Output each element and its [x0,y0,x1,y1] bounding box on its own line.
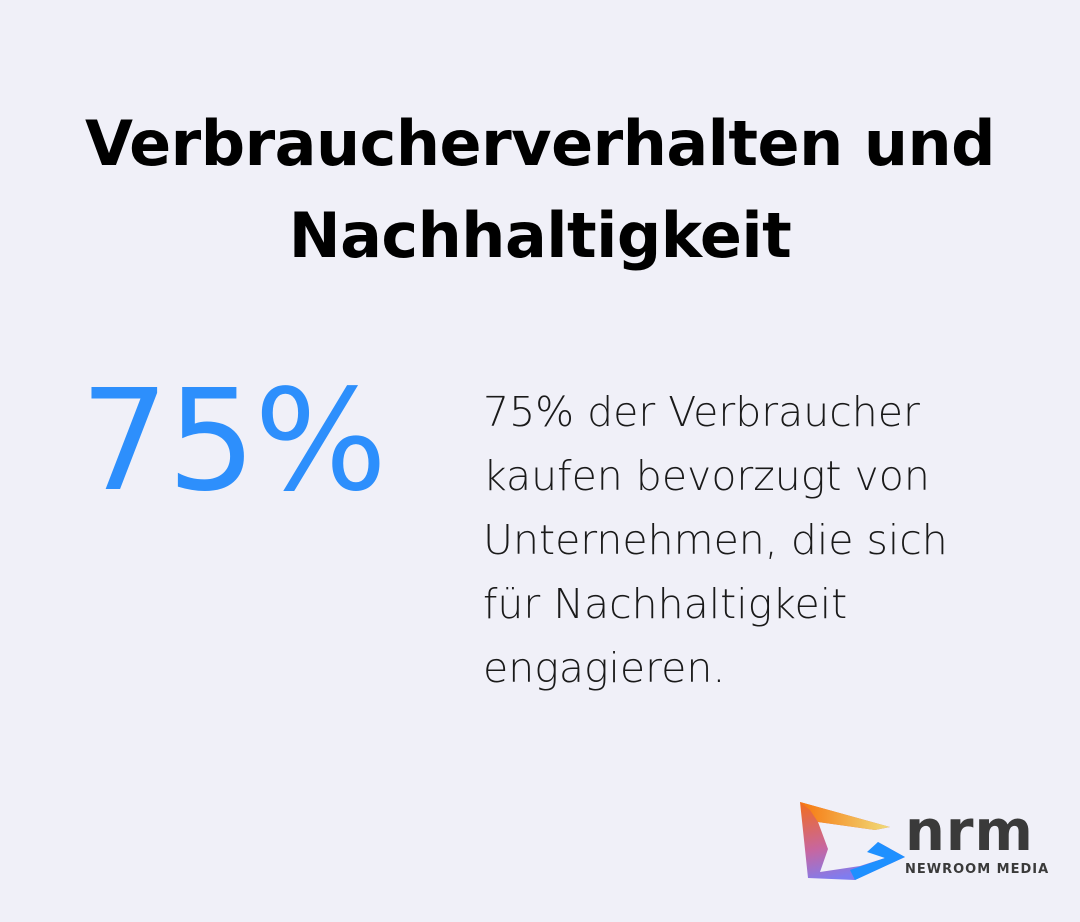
stat-description: 75% der Verbraucher kaufen bevorzugt von… [483,388,948,692]
logo-subtitle: NEWROOM MEDIA [905,862,1050,877]
stat-value: 75% [80,360,387,523]
page-title: Verbraucherverhalten und Nachhaltigkeit [84,107,996,272]
logo-wordmark: nrm [905,799,1034,864]
nrm-logo-icon [800,802,905,880]
